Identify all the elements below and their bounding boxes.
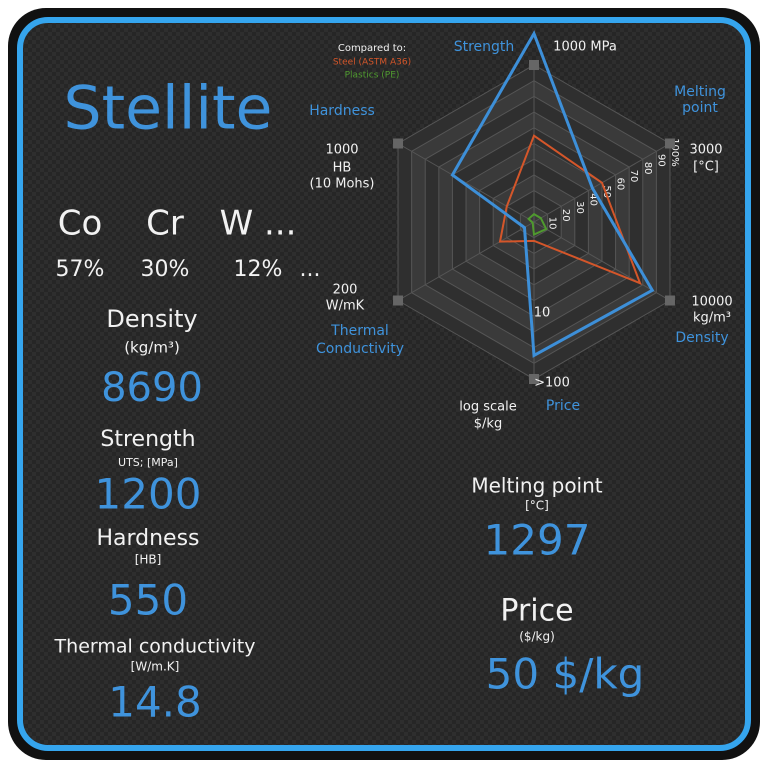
property-value: 1297	[484, 516, 591, 565]
property-unit: [HB]	[135, 553, 162, 567]
axis-line	[397, 221, 535, 301]
axis-name: Density	[675, 330, 728, 346]
series-polygon	[498, 134, 642, 286]
property-value: 14.8	[108, 678, 202, 727]
axis-name: Conductivity	[316, 341, 404, 357]
property-name: Melting point	[471, 474, 602, 498]
property-name: Hardness	[96, 526, 199, 551]
axis-end-marker	[393, 295, 404, 306]
axis-max-label: 1000 MPa	[553, 40, 617, 55]
legend-title: Compared to:	[338, 43, 406, 54]
r-tick-label: 20	[560, 209, 571, 222]
axis-line	[397, 143, 535, 223]
r-tick-label: 30	[574, 201, 585, 214]
element-share: 30%	[141, 257, 190, 282]
property-name: Price	[500, 594, 573, 629]
texts: Stellite Co 57% Cr 30% W ... 12% ... Density (kg/…	[54, 74, 645, 727]
axis-end-marker	[393, 138, 404, 149]
r-tick-label: 90	[655, 154, 666, 167]
series-polygon	[527, 212, 548, 237]
axis-max-label: HB	[333, 161, 352, 176]
axis-max-label: 200	[333, 283, 358, 298]
axis-max-label: [°C]	[693, 160, 719, 175]
price-mid-label: 10	[534, 306, 551, 321]
price-scale-note: log scale	[459, 400, 516, 415]
axis-max-label: 1000	[325, 143, 358, 158]
property-value: 1200	[95, 470, 202, 519]
axis-max-label: >100	[534, 376, 570, 391]
axis-max-label: 10000	[691, 295, 732, 310]
axis-name: Price	[546, 398, 580, 414]
axis-name: point	[682, 100, 718, 116]
r-tick-label: 80	[642, 162, 653, 175]
property-name: Strength	[100, 427, 195, 452]
element-share: 57%	[56, 257, 105, 282]
axis-max-label: kg/m³	[693, 311, 731, 326]
element-symbol: Co	[58, 204, 103, 244]
legend-entry: Steel (ASTM A36)	[333, 58, 411, 68]
r-tick-label: 100%	[669, 138, 680, 167]
element-symbol: W ...	[220, 204, 297, 244]
property-unit: (kg/m³)	[124, 339, 180, 357]
axis-end-marker	[664, 138, 675, 149]
property-name: Thermal conductivity	[54, 636, 256, 658]
axis-name: Thermal	[330, 323, 389, 339]
r-tick-label: 60	[615, 178, 626, 191]
r-tick-label: 70	[628, 170, 639, 183]
property-value: 50 $/kg	[486, 650, 645, 699]
r-tick-label: 40	[587, 193, 598, 206]
property-value: 550	[108, 576, 188, 625]
r-tick-label: 50	[601, 185, 612, 198]
axis-name: Hardness	[309, 103, 375, 119]
property-unit: UTS; [MPa]	[118, 456, 178, 469]
title: Stellite	[64, 74, 273, 144]
legend-entry: Plastics (PE)	[345, 71, 400, 81]
axis-max-label: 3000	[689, 143, 722, 158]
axis-name: Strength	[454, 39, 515, 55]
axis-end-marker	[664, 295, 675, 306]
axis-max-label: W/mK	[326, 299, 365, 314]
axis-line	[533, 221, 671, 301]
element-share: 12%	[234, 257, 283, 282]
property-unit: ($/kg)	[519, 630, 555, 644]
series-polygon	[450, 30, 655, 358]
axis-end-marker	[529, 374, 539, 384]
property-value: 8690	[101, 365, 203, 411]
axis-end-marker	[529, 60, 539, 70]
r-tick-label: 10	[547, 217, 558, 230]
property-unit: [W/m.K]	[131, 660, 180, 674]
property-unit: [°C]	[525, 499, 549, 513]
axis-name: Melting	[674, 84, 726, 100]
element-symbol: Cr	[146, 204, 184, 244]
axis-max-label: (10 Mohs)	[310, 177, 375, 192]
composition-more: ...	[300, 257, 321, 282]
property-name: Density	[106, 305, 197, 333]
price-scale-note: $/kg	[474, 417, 502, 432]
